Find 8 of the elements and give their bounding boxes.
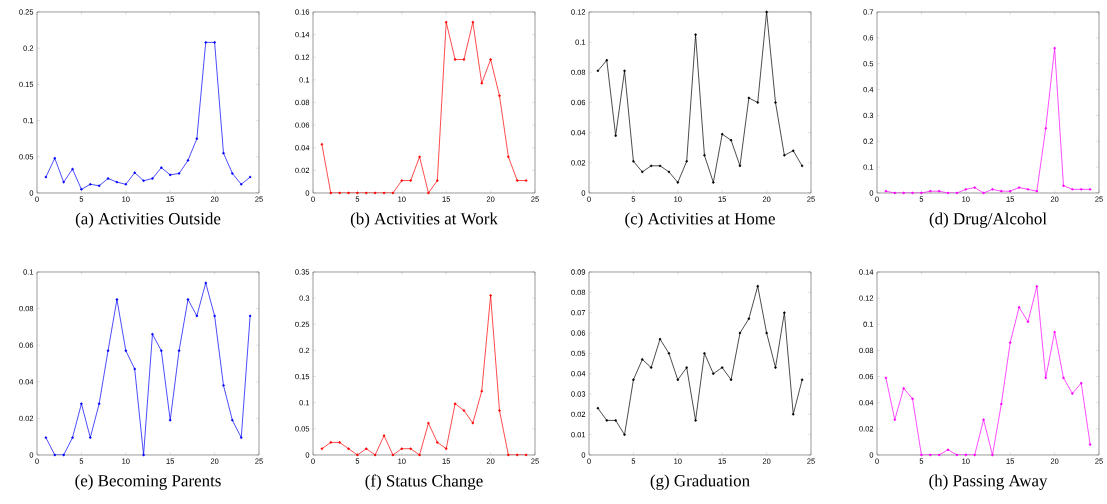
text: (g) Graduation bbox=[650, 474, 750, 490]
text: (f) Status Change bbox=[365, 474, 483, 491]
text: (c) Activities at Home bbox=[625, 212, 775, 228]
text: (h) Passing Away bbox=[929, 474, 1048, 490]
text: (d) Drug/Alcohol bbox=[929, 212, 1047, 228]
text: (a) Activities Outside bbox=[75, 212, 221, 228]
text: (e) Becoming Parents bbox=[75, 474, 221, 490]
text: (b) Activities at Work bbox=[350, 212, 498, 228]
